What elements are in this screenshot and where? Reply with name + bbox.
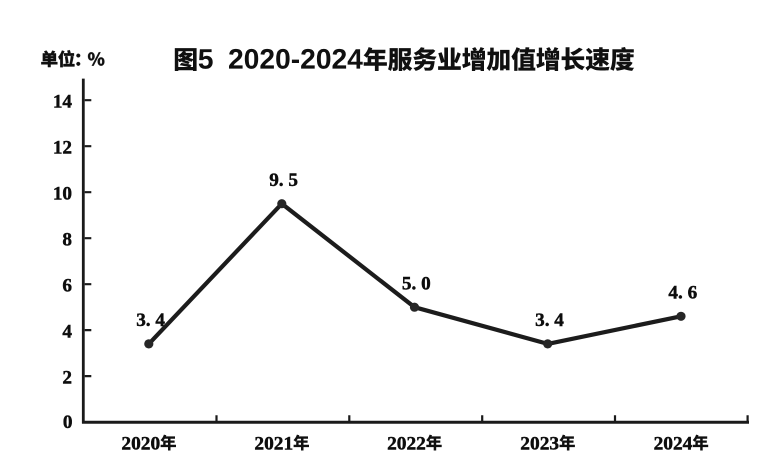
svg-text:5. 0: 5. 0 (402, 273, 431, 294)
svg-text:2: 2 (62, 367, 72, 388)
svg-text:4. 6: 4. 6 (668, 282, 697, 303)
svg-text:2024: 2024 (654, 434, 693, 455)
svg-text:6: 6 (62, 276, 72, 297)
svg-text:12: 12 (53, 138, 72, 159)
svg-text:8: 8 (62, 230, 72, 251)
svg-text:0: 0 (63, 412, 73, 433)
svg-text:2021: 2021 (254, 434, 293, 455)
svg-text:3. 4: 3. 4 (535, 310, 564, 331)
svg-text:2020: 2020 (121, 434, 160, 455)
svg-text:9. 5: 9. 5 (269, 170, 298, 191)
svg-text:10: 10 (53, 184, 72, 205)
svg-text:3. 4: 3. 4 (136, 310, 165, 331)
svg-text:2022: 2022 (387, 434, 426, 455)
svg-text:2023: 2023 (520, 434, 559, 455)
svg-text:14: 14 (53, 92, 73, 113)
svg-text:4: 4 (62, 321, 72, 342)
